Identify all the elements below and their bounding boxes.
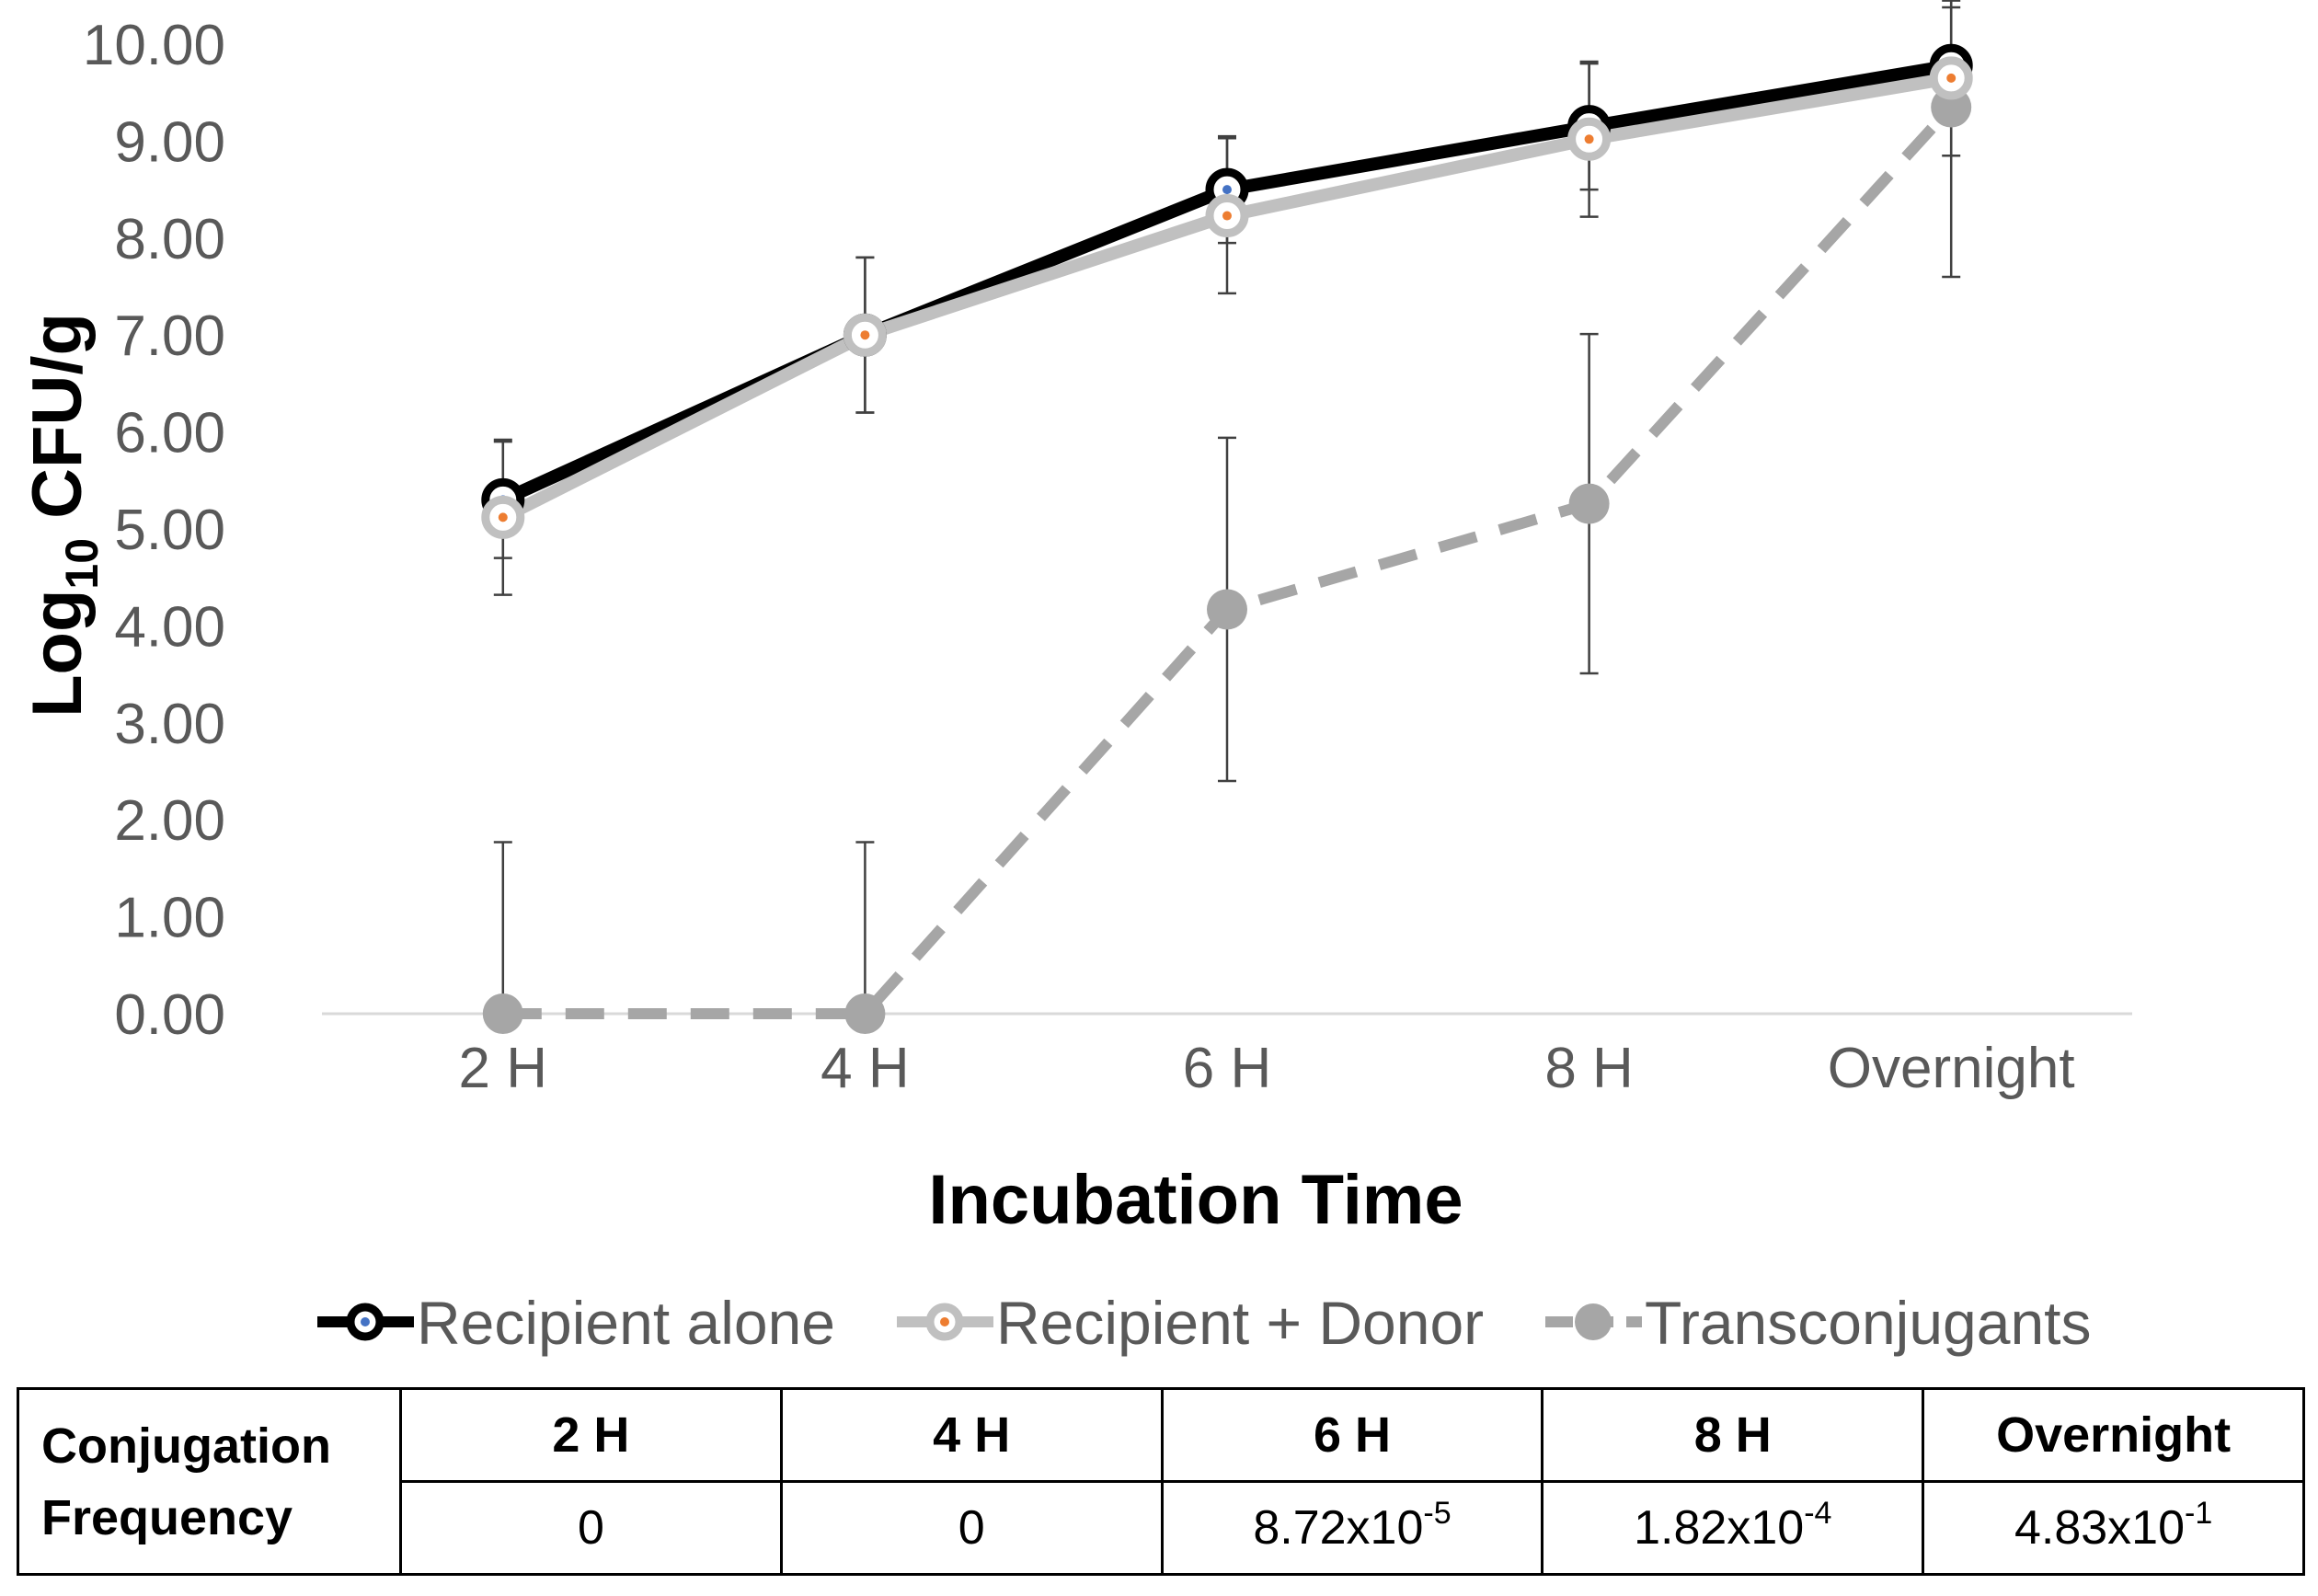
table-cell: 8.72x10-5 xyxy=(1160,1480,1544,1576)
table-cell: 0 xyxy=(779,1480,1164,1576)
x-axis-ticks: 2 H 4 H 6 H 8 H Overnight xyxy=(459,1037,2075,1100)
table-cell: 4.83x10-1 xyxy=(1922,1480,2305,1576)
data-point-center xyxy=(860,330,870,340)
legend: Recipient alone Recipient + Donor Transcon… xyxy=(317,1289,2092,1357)
legend-label: Recipient + Donor xyxy=(996,1289,1484,1357)
x-tick-label: 2 H xyxy=(459,1037,547,1100)
series-markers xyxy=(481,43,1973,1034)
column-header: 8 H xyxy=(1541,1387,1925,1483)
data-point xyxy=(1207,589,1247,630)
column-header: Overnight xyxy=(1922,1387,2305,1483)
y-tick-label: 1.00 xyxy=(114,887,225,950)
table-row-header: Conjugation Frequency xyxy=(17,1387,402,1576)
y-tick-label: 7.00 xyxy=(114,304,225,368)
legend-swatch-marker xyxy=(1575,1303,1612,1340)
data-point-center xyxy=(1584,134,1594,144)
y-tick-label: 10.00 xyxy=(83,14,225,77)
x-tick-label: 4 H xyxy=(820,1037,909,1100)
y-tick-label: 8.00 xyxy=(114,208,225,271)
y-tick-label: 2.00 xyxy=(114,789,225,853)
table-value-row: 0 0 8.72x10-5 1.82x10-4 4.83x10-1 xyxy=(18,1480,2305,1576)
y-axis-title: Log10 CFU/g xyxy=(18,313,108,718)
data-point xyxy=(482,993,523,1034)
legend-swatch-center xyxy=(361,1317,370,1326)
data-point-center xyxy=(1222,211,1232,221)
y-tick-label: 3.00 xyxy=(114,693,225,756)
row-header-line-1: Conjugation xyxy=(41,1418,331,1474)
conjugation-frequency-table: Conjugation Frequency 2 H 4 H 6 H 8 H Ov… xyxy=(17,1387,2305,1576)
data-point xyxy=(1568,483,1610,524)
data-point-center xyxy=(1946,73,1957,83)
column-header: 4 H xyxy=(779,1387,1164,1483)
x-axis-title: Incubation Time xyxy=(928,1161,1463,1239)
table-cell: 1.82x10-4 xyxy=(1541,1480,1925,1576)
data-point-center xyxy=(498,512,508,522)
line-chart: 0.00 1.00 2.00 3.00 4.00 5.00 6.00 7.00 8.00 9.00… xyxy=(18,0,2132,1357)
y-axis-title-subscript: 10 xyxy=(56,538,108,590)
legend-label: Recipient alone xyxy=(417,1289,835,1357)
y-tick-label: 0.00 xyxy=(114,983,225,1047)
y-tick-label: 5.00 xyxy=(114,499,225,562)
table-cell: 0 xyxy=(399,1480,783,1576)
data-point-center xyxy=(1222,185,1232,195)
x-tick-label: 8 H xyxy=(1544,1037,1633,1100)
data-point xyxy=(844,993,886,1034)
x-tick-label: Overnight xyxy=(1828,1037,2075,1100)
y-tick-label: 9.00 xyxy=(114,110,225,174)
column-header: 6 H xyxy=(1160,1387,1544,1483)
row-header-line-2: Frequency xyxy=(41,1489,293,1545)
y-tick-label: 6.00 xyxy=(114,402,225,465)
legend-swatch-center xyxy=(940,1317,949,1326)
column-header: 2 H xyxy=(399,1387,783,1483)
y-axis-ticks: 0.00 1.00 2.00 3.00 4.00 5.00 6.00 7.00 8.00 9.00… xyxy=(83,14,225,1047)
legend-label: Transconjugants xyxy=(1645,1289,2092,1357)
y-tick-label: 4.00 xyxy=(114,595,225,659)
table-header-row: Conjugation Frequency 2 H 4 H 6 H 8 H Ov… xyxy=(17,1387,2305,1576)
x-tick-label: 6 H xyxy=(1183,1037,1271,1100)
error-bars xyxy=(493,0,1961,1014)
